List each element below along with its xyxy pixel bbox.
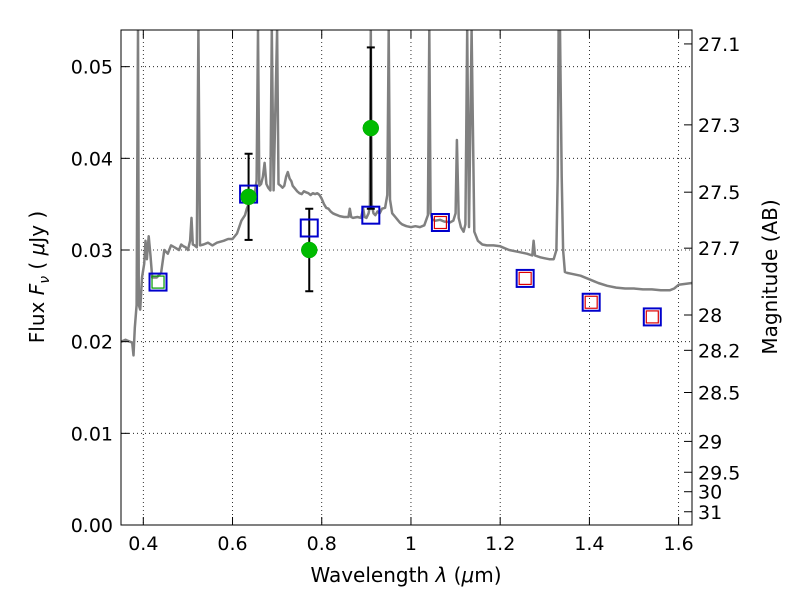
y-axis-label-symbol: F [25, 283, 49, 295]
spectrum-line [121, 30, 692, 357]
y-tick-label: 0.01 [71, 423, 113, 445]
y2-tick-label: 28.2 [698, 340, 740, 362]
y2-tick-label: 29.5 [698, 462, 740, 484]
y-axis-label-prefix: Flux [25, 295, 49, 343]
x-tick-label: 1.2 [485, 533, 515, 555]
x-axis-label: Wavelength λ (μm) [310, 563, 501, 587]
y-tick-label: 0.02 [71, 332, 113, 354]
observed-point [362, 119, 380, 137]
y2-tick-label: 27.3 [698, 115, 740, 137]
x-axis-label-unit: m) [474, 563, 501, 587]
y2-tick-label: 27.1 [698, 34, 740, 56]
y-axis-label-unit: Jy ) [25, 211, 49, 245]
observed-points [240, 119, 380, 259]
y2-axis-label: Magnitude (AB) [758, 199, 782, 354]
y-tick-label: 0.05 [71, 57, 113, 79]
plot-frame [120, 29, 693, 526]
y-axis-label-mu: μ [25, 243, 49, 257]
x-tick-label: 0.8 [307, 533, 337, 555]
y-axis-label-subscript: ν [37, 276, 53, 284]
model-square [515, 268, 535, 288]
observed-point [240, 188, 257, 206]
x-axis-label-prefix: Wavelength [310, 563, 435, 587]
y-axis-label: Flux Fν ( μJy ) [25, 211, 53, 343]
observed-point [301, 241, 318, 259]
model-square-inner [584, 295, 598, 309]
y-tick-label: 0.00 [71, 515, 113, 537]
y-tick-label: 0.03 [71, 240, 113, 262]
x-tick-label: 0.6 [217, 533, 247, 555]
model-square [430, 213, 450, 232]
model-square [299, 218, 319, 238]
plot-background [121, 30, 692, 525]
x-axis-ticks: 0.4 0.6 0.8 1 1.2 1.4 1.6 [128, 30, 694, 555]
y-axis-label-paren: ( [25, 255, 49, 276]
grid [121, 30, 692, 526]
y2-tick-label: 28.5 [698, 383, 740, 405]
y2-tick-label: 31 [698, 502, 722, 524]
model-squares [148, 184, 662, 327]
model-square [581, 292, 601, 312]
y-tick-label: 0.04 [71, 148, 113, 170]
x-tick-label: 1.4 [574, 533, 604, 555]
x-axis-label-mu: μ [460, 563, 474, 587]
model-square [642, 307, 662, 327]
model-square-inner [151, 275, 165, 289]
model-square-inner [645, 310, 659, 324]
y2-tick-label: 27.5 [698, 182, 740, 204]
y2-tick-label: 30 [698, 482, 722, 504]
x-tick-label: 0.4 [128, 533, 158, 555]
y2-tick-label: 28 [698, 305, 722, 327]
model-square-inner [433, 215, 448, 230]
model-square-inner [518, 271, 532, 286]
x-tick-label: 1.6 [664, 533, 694, 555]
y2-tick-label: 27.7 [698, 238, 740, 260]
y-axis-ticks: 0.00 0.01 0.02 0.03 0.04 0.05 [71, 57, 129, 537]
model-square [148, 272, 168, 292]
x-axis-label-paren: ( [447, 563, 461, 587]
y2-tick-label: 29 [698, 431, 722, 453]
x-axis-label-symbol: λ [434, 563, 447, 587]
x-tick-label: 1 [405, 533, 417, 555]
model-square [361, 205, 381, 225]
